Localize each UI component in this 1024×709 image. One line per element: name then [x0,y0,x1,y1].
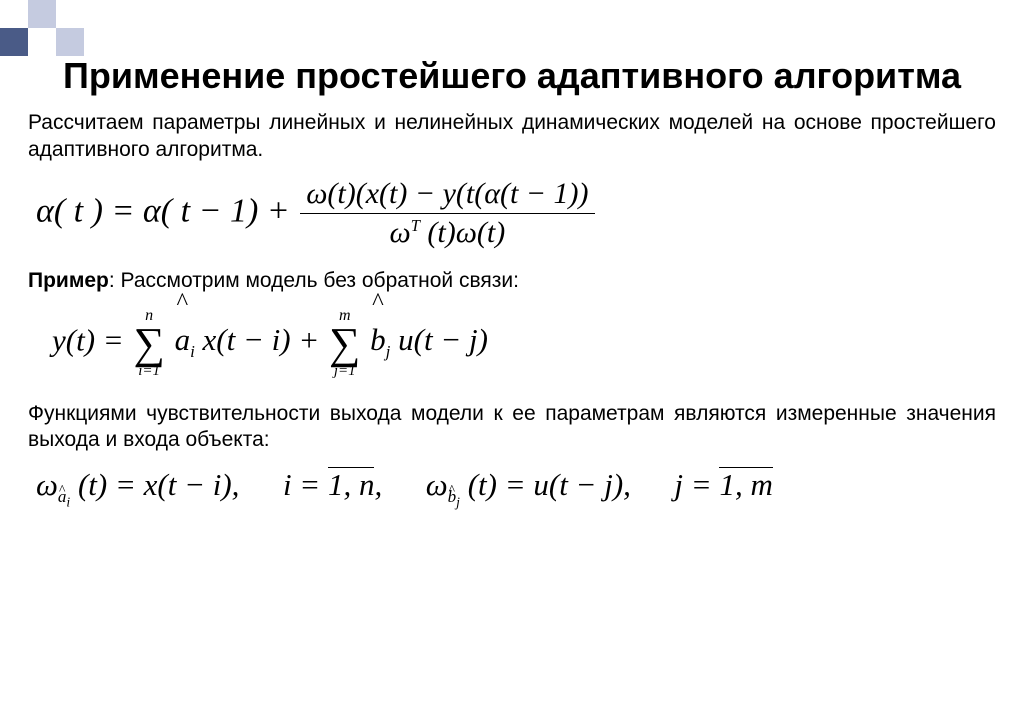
slide: Применение простейшего адаптивного алгор… [0,0,1024,709]
page-title: Применение простейшего адаптивного алгор… [28,56,996,96]
intro-paragraph: Рассчитаем параметры линейных и нелинейн… [28,110,996,163]
example-label: Пример [28,269,109,292]
example-line: Пример: Рассмотрим модель без обратной с… [28,268,996,294]
alpha-lhs: α( t ) = α( t − 1) + [36,192,290,229]
sensitivity-paragraph: Функциями чувствительности выхода модели… [28,401,996,454]
example-text: : Рассмотрим модель без обратной связи: [109,269,519,292]
formula-model: y(t) = n ∑ i=1 a^i x(t − i) + m ∑ j=1 b^… [52,308,996,379]
sum-2: m ∑ j=1 [329,308,360,379]
formula-alpha-update: α( t ) = α( t − 1) + ω(t)(x(t) − y(t(α(t… [36,177,996,250]
formula-sensitivity: ωa^i (t) = x(t − i), i = 1, n, ωb^j (t) … [36,467,996,503]
corner-decoration [0,0,84,56]
sum-1: n ∑ i=1 [133,308,164,379]
content-area: Применение простейшего адаптивного алгор… [28,56,996,521]
alpha-fraction: ω(t)(x(t) − y(t(α(t − 1)) ωT (t)ω(t) [300,177,594,250]
